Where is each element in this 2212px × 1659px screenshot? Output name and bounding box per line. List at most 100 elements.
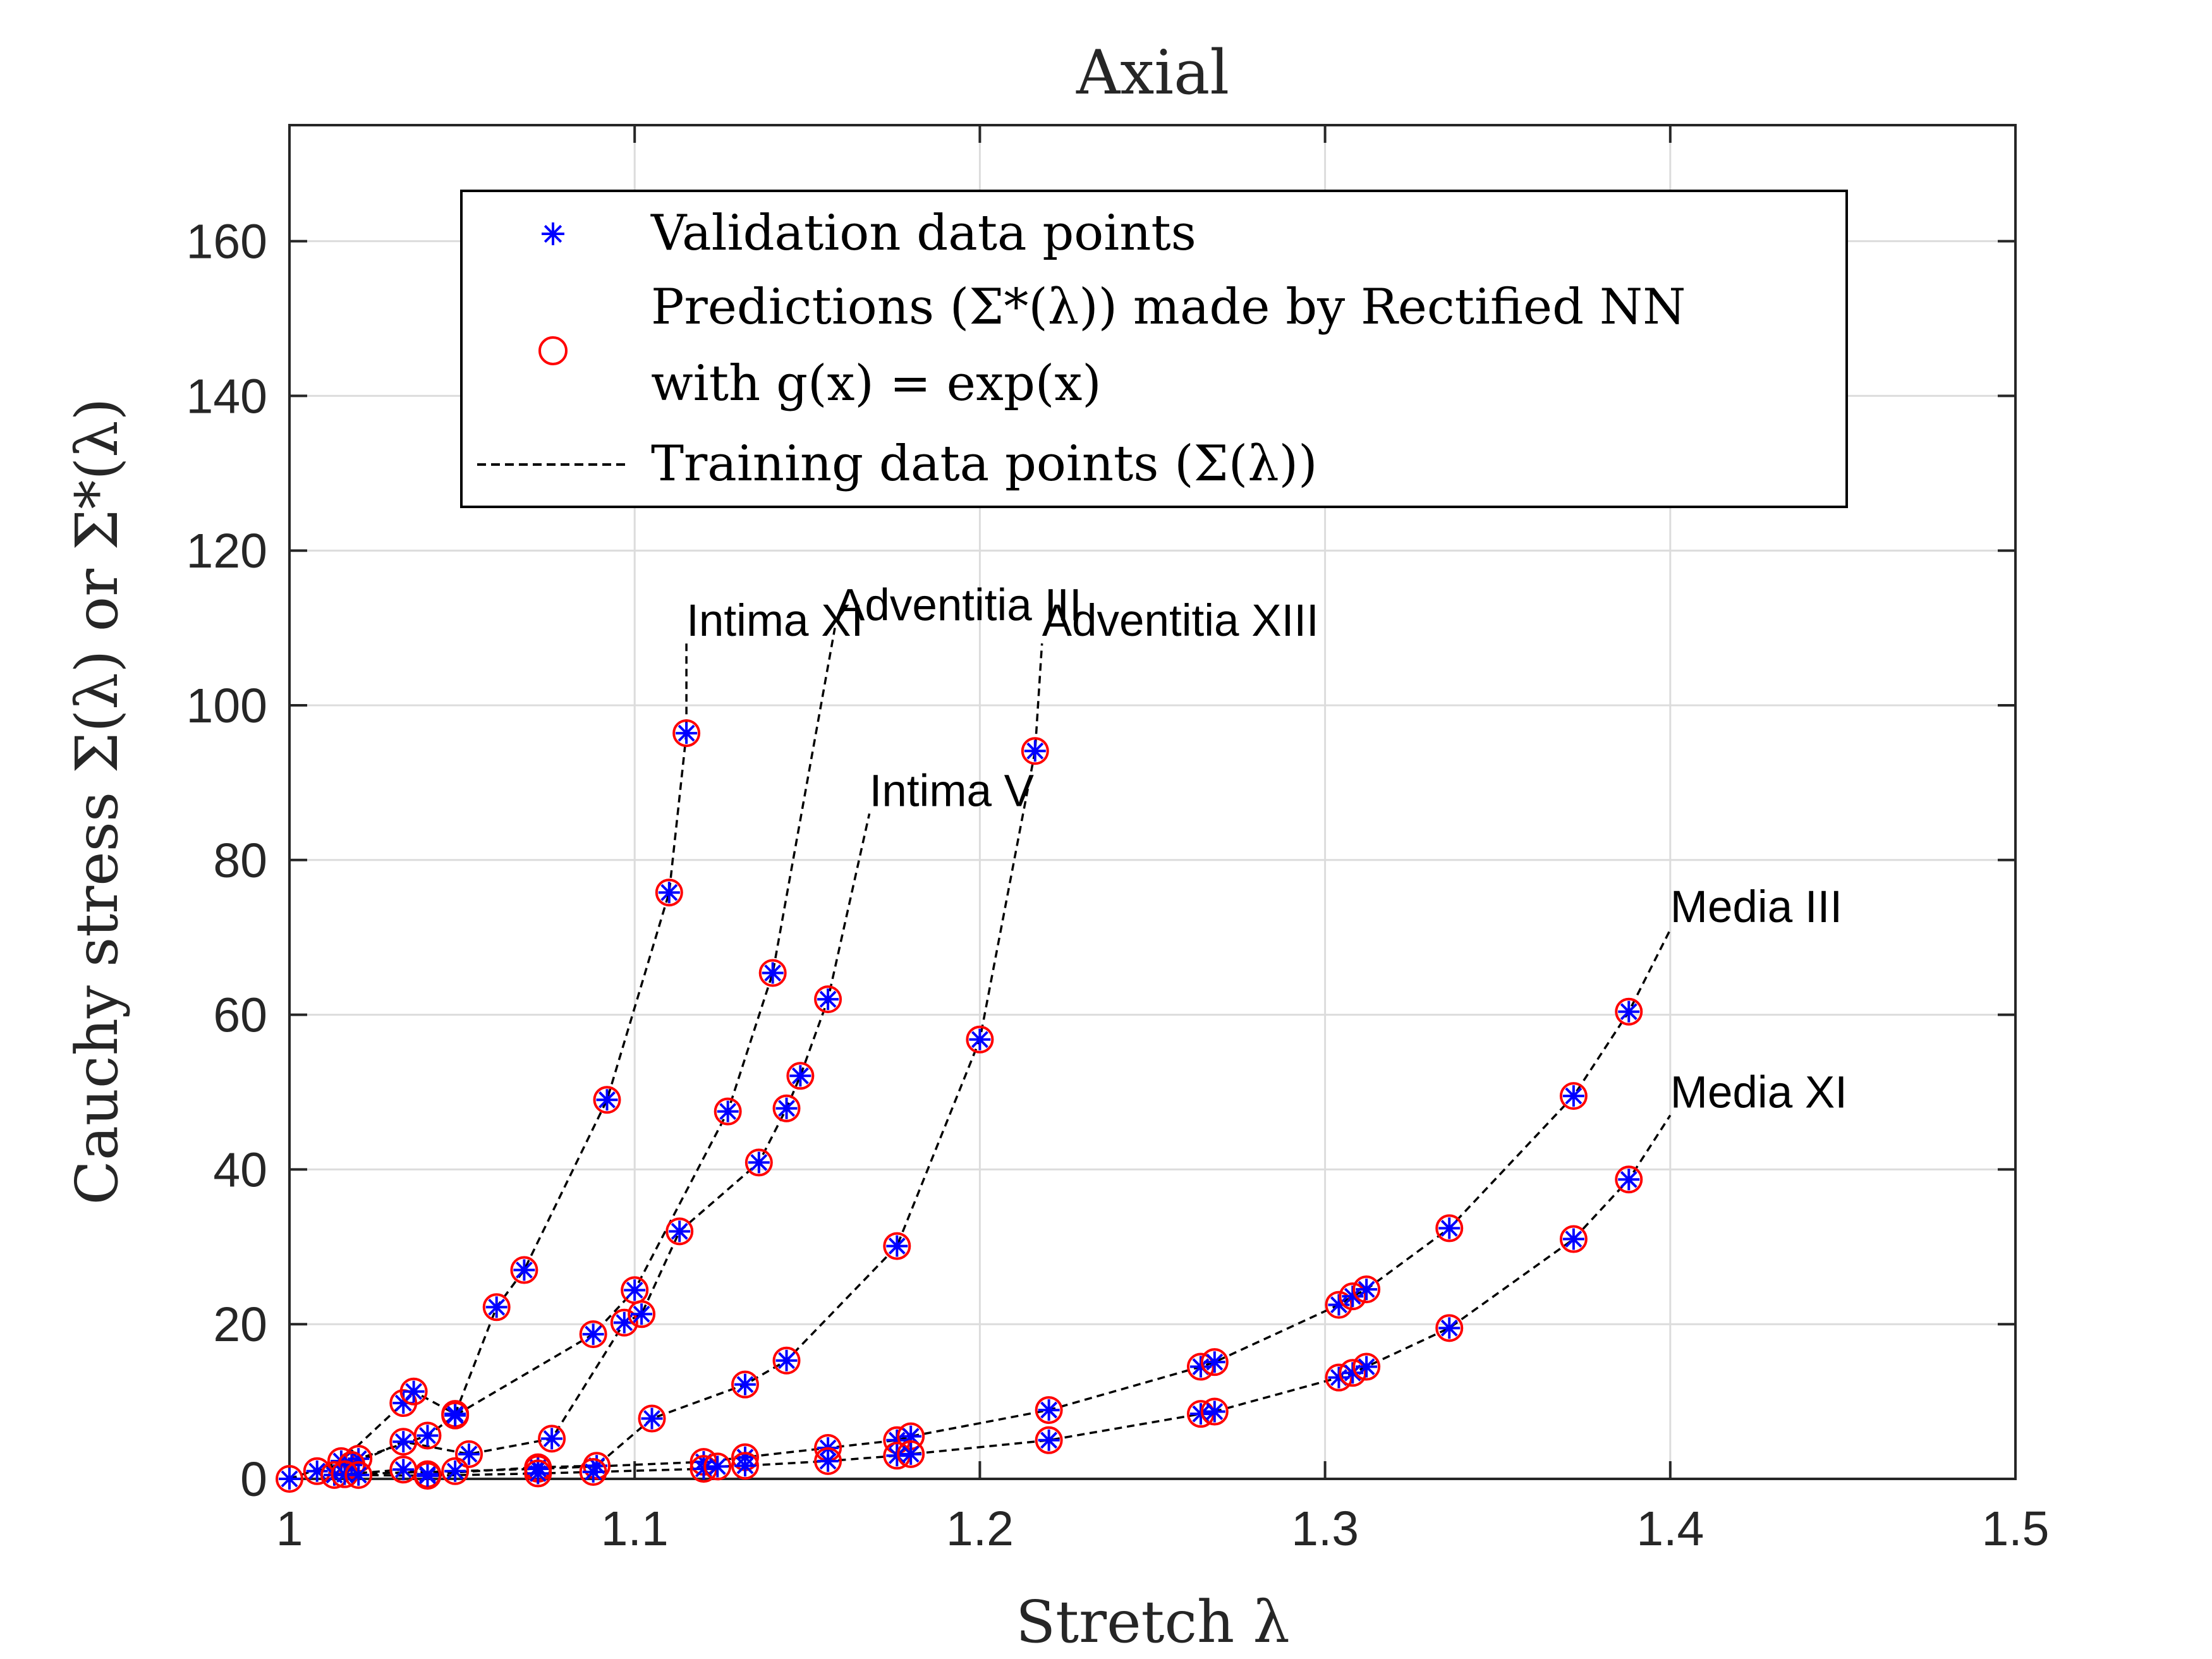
data-markers [276,719,1643,1493]
legend-prediction-marker [538,336,568,365]
star-stroke [1192,1405,1210,1423]
data-point [303,1457,331,1485]
star-stroke [888,1237,906,1255]
star-stroke [778,1100,795,1117]
prediction-marker [744,1148,773,1177]
data-point [744,1148,773,1177]
prediction-marker [276,1465,303,1493]
prediction-marker [538,1425,566,1453]
data-point [276,1465,303,1493]
y-tick-label: 140 [186,369,267,423]
star-stroke [626,1281,643,1299]
curve-label: Intima XI [686,596,863,646]
data-point [1035,1396,1063,1425]
data-point [1200,1397,1229,1426]
chart-title: Axial [1076,37,1229,108]
star-stroke [543,1430,561,1447]
data-point [389,1455,418,1484]
star-stroke [1440,1219,1458,1237]
star-stroke [1040,1401,1058,1419]
data-point [672,719,701,748]
training-curve [358,1114,1672,1477]
star-stroke [1344,1287,1361,1305]
curve-label: Adventitia XIII [1042,596,1319,646]
data-point [758,959,787,987]
star-stroke [544,224,562,243]
star-stroke [281,1470,298,1488]
data-point [413,1462,442,1490]
data-point [389,1428,418,1456]
prediction-marker [731,1452,759,1480]
star-stroke [419,1467,436,1485]
star-stroke [1565,1087,1583,1105]
x-tick-labels: 1 1.1 1.2 1.3 1.4 1.5 [276,1502,2050,1556]
prediction-marker [897,1440,925,1468]
star-stroke [708,1457,726,1475]
data-point [413,1421,442,1450]
data-point [772,1346,801,1375]
prediction-marker [638,1404,666,1433]
data-point [482,1293,511,1322]
prediction-marker [610,1308,638,1337]
star-stroke [515,1261,533,1279]
prediction-marker [714,1097,742,1126]
y-tick-label: 0 [240,1452,267,1507]
curve-label: Media XI [1670,1068,1847,1118]
star-stroke [599,1091,616,1109]
prediction-marker [583,1452,611,1480]
data-point [1615,997,1643,1026]
data-point [628,1300,656,1328]
star-stroke [585,1325,602,1343]
legend-validation-label: Validation data points [650,205,1196,262]
data-point [703,1452,732,1481]
star-stroke [1026,742,1044,760]
prediction-marker [389,1428,418,1456]
prediction-marker [1352,1275,1381,1304]
star-stroke [1040,1431,1058,1449]
x-tick-label: 1.1 [601,1502,669,1556]
data-point [1021,737,1049,765]
star-stroke [736,1376,754,1394]
star-stroke [750,1153,768,1171]
prediction-marker [455,1440,483,1468]
data-point [1325,1291,1353,1319]
prediction-marker [1559,1082,1588,1110]
y-tick-label: 20 [213,1297,267,1352]
star-stroke [460,1445,478,1463]
prediction-marker [579,1320,607,1349]
prediction-marker [883,1232,911,1260]
data-point [814,1447,842,1475]
data-point [1035,1426,1063,1454]
prediction-marker [399,1377,428,1406]
prediction-marker [786,1062,815,1090]
data-point [897,1440,925,1468]
prediction-marker [593,1086,621,1114]
prediction-marker [772,1094,801,1122]
data-point [786,1062,815,1090]
data-point [621,1276,649,1304]
star-stroke [1358,1358,1375,1375]
star-stroke [446,1462,464,1480]
data-point [731,1370,759,1399]
data-point [1200,1348,1229,1376]
star-stroke [736,1457,754,1474]
y-tick-label: 160 [186,215,267,269]
x-tick-label: 1.5 [1981,1502,2049,1556]
prediction-marker [1035,1426,1063,1454]
data-point [966,1025,994,1054]
star-stroke [1620,1003,1638,1021]
prediction-marker [665,1217,694,1246]
legend-validation-marker [542,222,564,245]
data-point [1339,1282,1367,1311]
prediction-marker [1035,1396,1063,1425]
data-point [714,1097,742,1126]
prediction-marker [1352,1352,1381,1381]
prediction-marker [344,1461,373,1489]
star-stroke [488,1298,506,1316]
data-point [441,1401,470,1430]
prediction-marker [966,1025,994,1054]
data-point [883,1232,911,1260]
y-tick-label: 100 [186,679,267,733]
